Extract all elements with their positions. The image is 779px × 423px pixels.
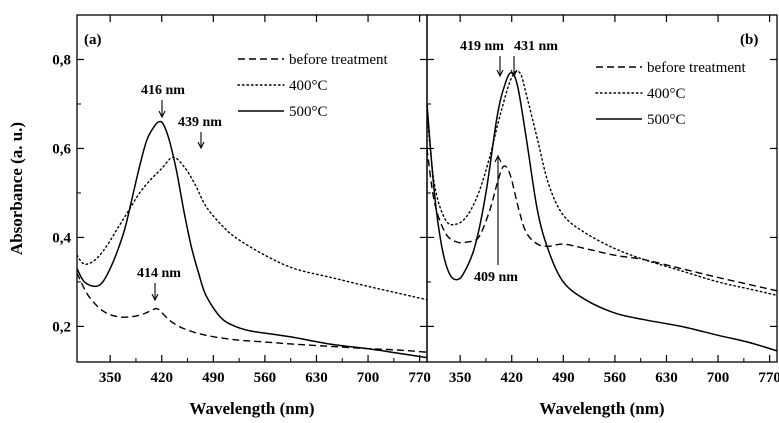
x-axis-label: Wavelength (nm)	[189, 399, 314, 418]
peak-annotation: 414 nm	[137, 266, 181, 281]
annotation-arrowhead	[496, 69, 504, 78]
peak-annotation: 439 nm	[178, 115, 222, 130]
peak-annotation: 419 nm	[460, 39, 504, 54]
annotation-arrowhead	[510, 69, 518, 78]
series-group	[427, 70, 777, 352]
peak-annotation: 431 nm	[514, 39, 558, 54]
peak-annotation: 409 nm	[474, 270, 518, 285]
x-tick-label: 420	[150, 370, 173, 386]
x-tick-label: 630	[305, 370, 328, 386]
series-line-2	[427, 70, 777, 296]
x-tick-label: 770	[758, 370, 779, 386]
peak-annotation: 416 nm	[141, 83, 185, 98]
x-tick-label: 770	[408, 370, 431, 386]
panel-label: (b)	[740, 32, 758, 48]
x-tick-label: 700	[357, 370, 380, 386]
x-tick-label: 350	[99, 370, 122, 386]
annotation-arrowhead	[158, 110, 166, 119]
x-tick-label: 490	[202, 370, 225, 386]
legend-label: 500°C	[647, 112, 686, 128]
y-tick-label: 0,6	[52, 141, 71, 157]
panel-a: 350 420 490 560 630 700 770 0,2 0,4 0,6 0,8 Wavelen…	[7, 14, 431, 418]
x-tick-label: 700	[707, 370, 730, 386]
panel-label: (a)	[84, 32, 102, 48]
legend-label: 400°C	[647, 86, 686, 102]
legend-label: before treatment	[289, 52, 389, 68]
series-line-3	[427, 72, 777, 352]
series-line-1	[77, 272, 427, 353]
legend-label: 500°C	[289, 104, 328, 120]
x-tick-label: 420	[500, 370, 523, 386]
annotation-arrowhead	[494, 154, 502, 163]
x-tick-label: 630	[655, 370, 678, 386]
plot-frame	[426, 14, 778, 363]
y-tick-label: 0,4	[52, 230, 71, 246]
x-tick-label: 560	[254, 370, 277, 386]
legend-label: before treatment	[647, 60, 747, 76]
y-tick-label: 0,8	[52, 52, 71, 68]
panel-b: 350 420 490 560 630 700 770 Wavelength (nm) befo…	[426, 14, 779, 418]
series-group	[77, 120, 427, 359]
annotation-arrowhead	[151, 293, 159, 302]
x-axis-label: Wavelength (nm)	[539, 399, 664, 418]
x-tick-label: 350	[449, 370, 472, 386]
y-axis-label: Absorbance (a. u.)	[7, 122, 26, 255]
x-tick-label: 560	[604, 370, 627, 386]
annotation-arrowhead	[197, 141, 205, 150]
series-line-2	[77, 156, 427, 301]
series-line-3	[77, 120, 427, 359]
x-tick-label: 490	[552, 370, 575, 386]
y-tick-label: 0,2	[52, 319, 71, 335]
legend-label: 400°C	[289, 78, 328, 94]
